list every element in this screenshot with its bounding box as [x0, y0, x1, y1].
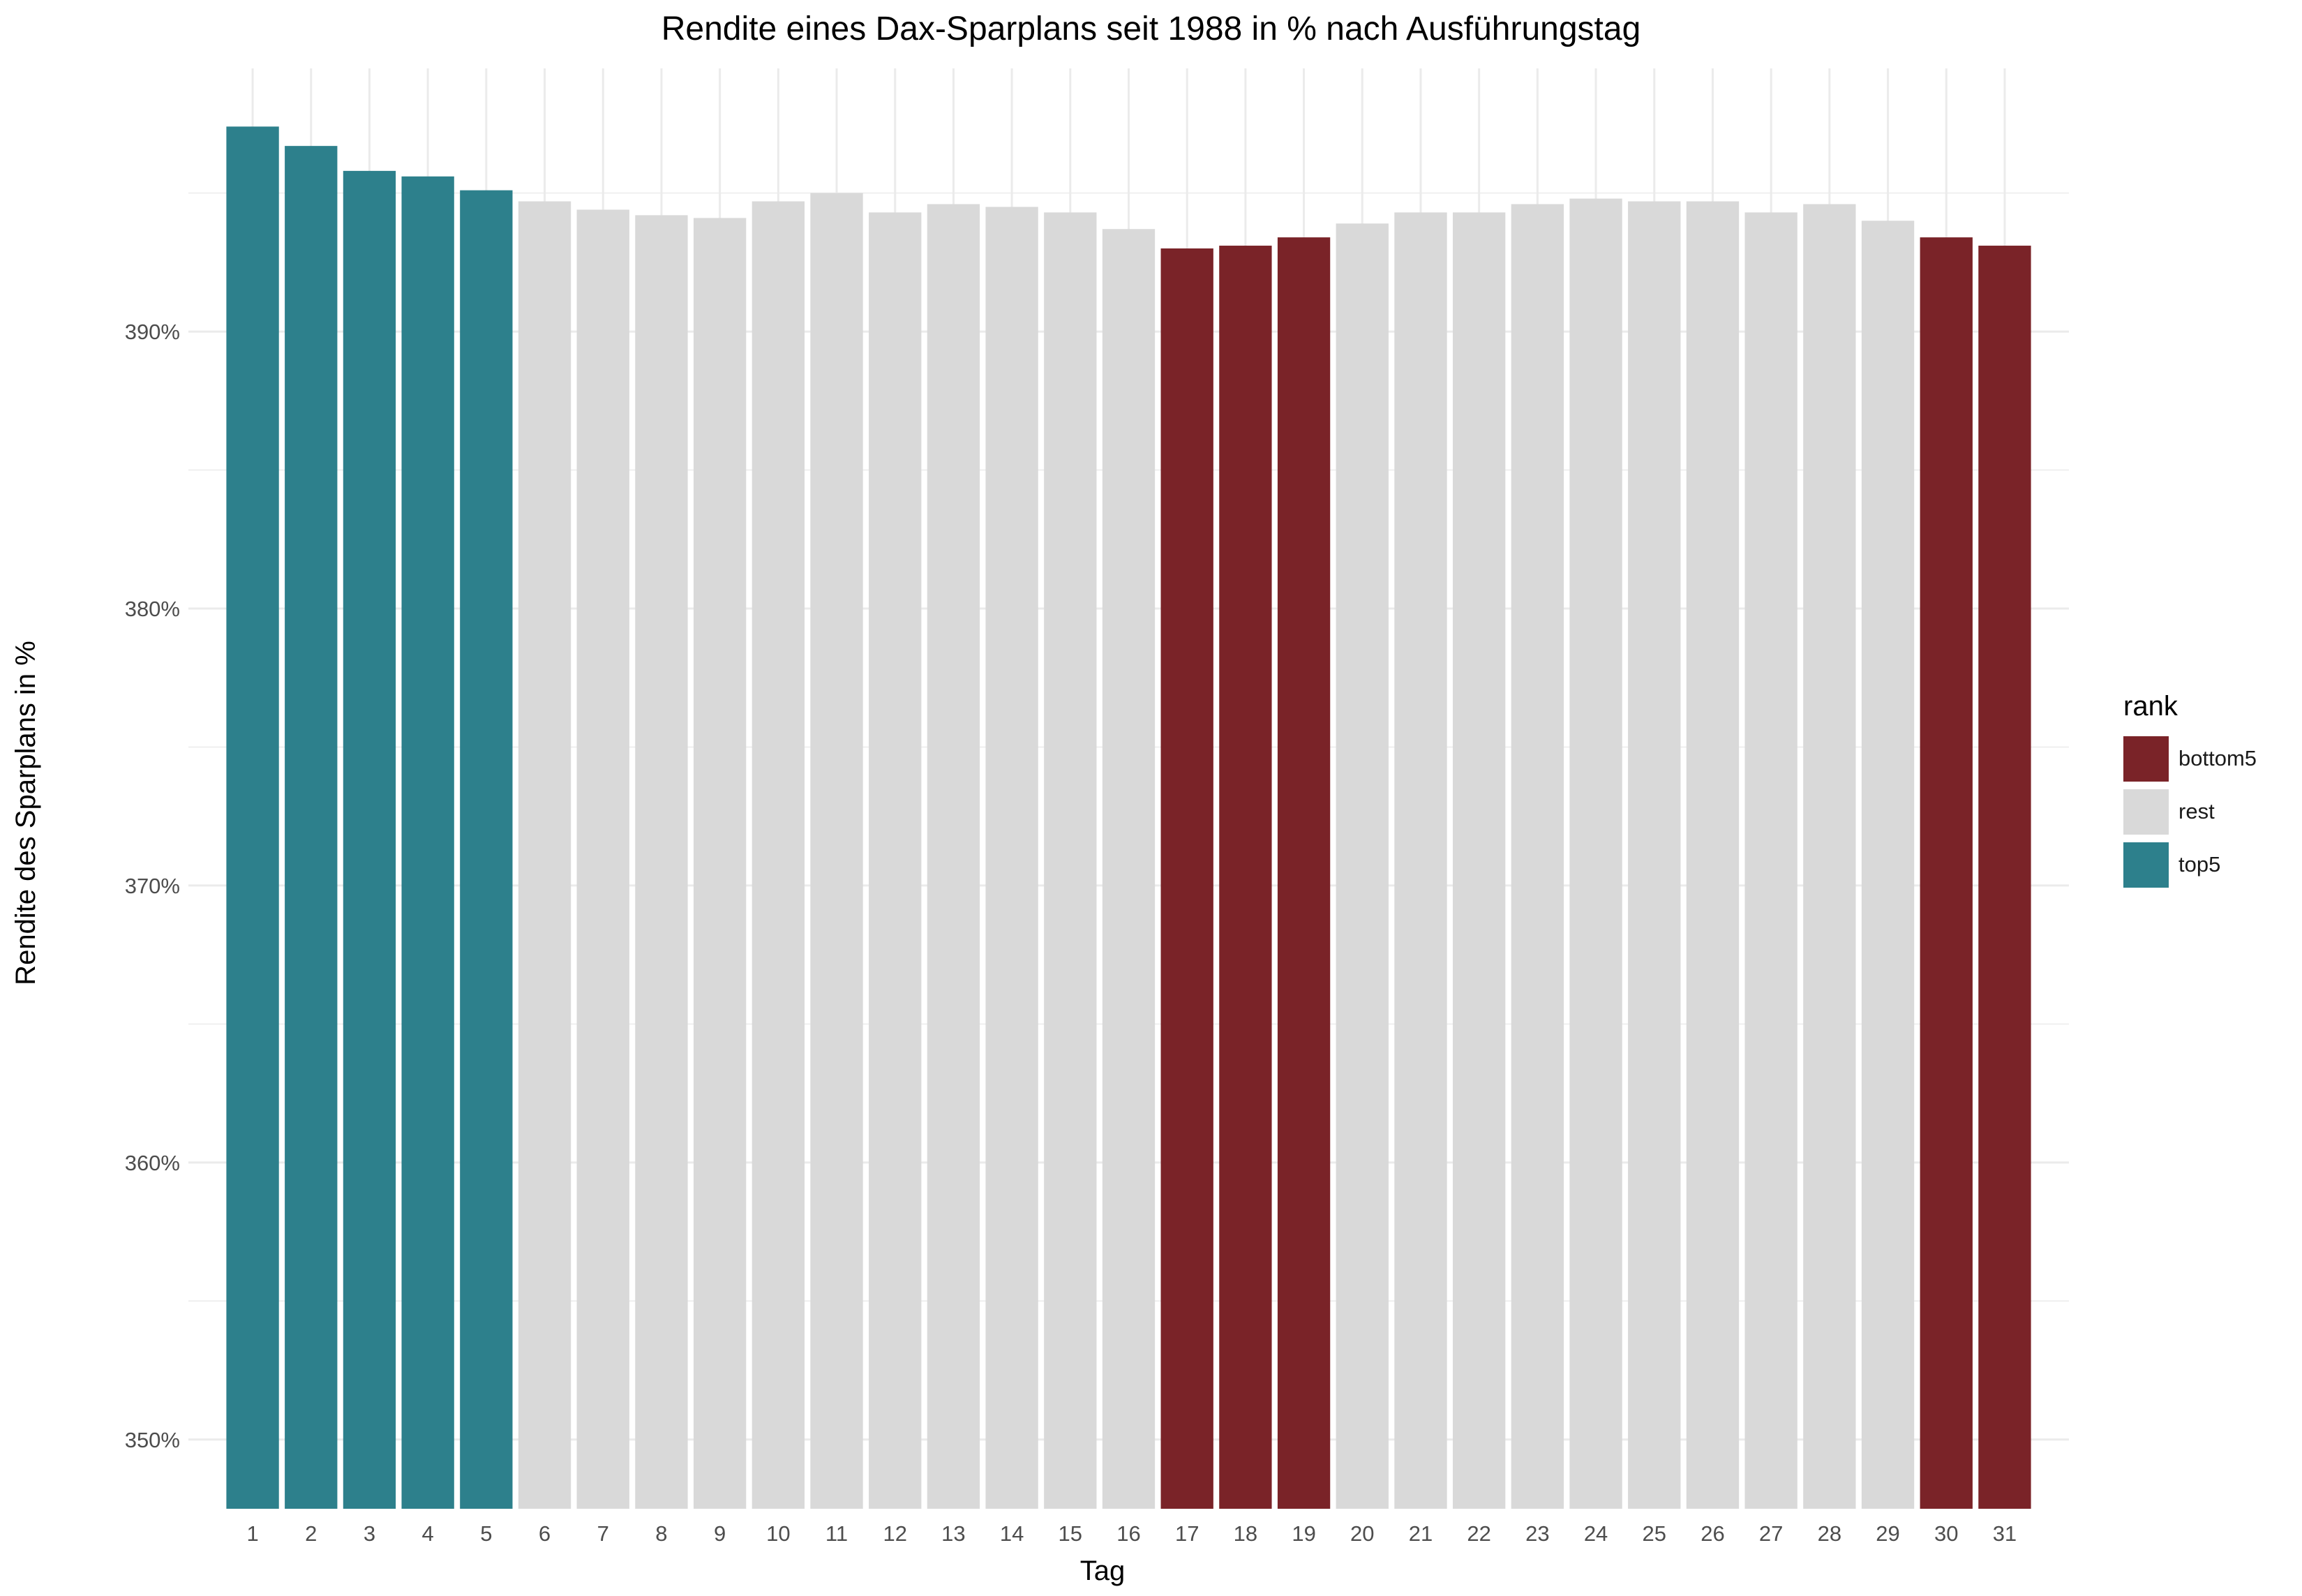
bar-18: [1219, 246, 1272, 1509]
x-tick-label: 16: [1116, 1521, 1140, 1546]
bar-8: [635, 215, 688, 1509]
y-tick-label: 360%: [125, 1151, 180, 1175]
bar-5: [460, 190, 513, 1509]
chart-title: Rendite eines Dax-Sparplans seit 1988 in…: [661, 10, 1641, 47]
x-tick-label: 6: [539, 1521, 551, 1546]
x-tick-label: 31: [1993, 1521, 2017, 1546]
legend-key-top5: [2123, 842, 2169, 888]
bar-6: [518, 201, 571, 1509]
x-tick-label: 21: [1409, 1521, 1433, 1546]
bar-17: [1160, 248, 1213, 1509]
bar-9: [693, 218, 747, 1509]
bar-7: [576, 209, 629, 1509]
x-tick-label: 10: [766, 1521, 790, 1546]
legend-label: top5: [2178, 852, 2221, 877]
x-tick-label: 5: [480, 1521, 492, 1546]
y-tick-label: 380%: [125, 597, 180, 621]
y-axis-ticks: 350% 360% 370% 380% 390%: [125, 320, 180, 1452]
bar-3: [343, 170, 396, 1509]
legend-item-bottom5: bottom5: [2123, 732, 2257, 785]
x-tick-label: 30: [1934, 1521, 1958, 1546]
bar-12: [869, 212, 922, 1509]
x-tick-label: 15: [1059, 1521, 1082, 1546]
legend-item-rest: rest: [2123, 785, 2257, 838]
legend-item-top5: top5: [2123, 838, 2257, 891]
legend-label: rest: [2178, 799, 2215, 823]
bar-25: [1628, 201, 1681, 1509]
bar-14: [985, 207, 1038, 1509]
legend-items: bottom5 rest top5: [2123, 732, 2257, 891]
bar-2: [285, 146, 338, 1509]
bars: [226, 126, 2031, 1509]
bar-16: [1102, 229, 1156, 1509]
legend: rank bottom5 rest top5: [2123, 691, 2257, 891]
x-tick-label: 1: [246, 1521, 258, 1546]
legend-label: bottom5: [2178, 746, 2257, 770]
x-axis-title: Tag: [1080, 1556, 1126, 1586]
x-tick-label: 23: [1525, 1521, 1549, 1546]
bar-31: [1978, 246, 2031, 1509]
bar-28: [1803, 204, 1856, 1509]
bar-23: [1511, 204, 1564, 1509]
x-tick-label: 19: [1292, 1521, 1315, 1546]
x-axis-ticks: 1 2 3 4 5 6 7 8 9 10 11 12 13 14 15 16 17 18 19 20 21 22 23 24 2…: [246, 1521, 2017, 1546]
y-tick-label: 390%: [125, 320, 180, 344]
x-tick-label: 22: [1467, 1521, 1490, 1546]
x-tick-label: 17: [1175, 1521, 1199, 1546]
legend-key-bottom5: [2123, 736, 2169, 782]
x-tick-label: 12: [883, 1521, 906, 1546]
x-tick-label: 13: [941, 1521, 965, 1546]
x-tick-label: 27: [1759, 1521, 1783, 1546]
y-tick-label: 370%: [125, 874, 180, 898]
x-tick-label: 28: [1818, 1521, 1841, 1546]
x-tick-label: 7: [597, 1521, 609, 1546]
bar-10: [752, 201, 805, 1509]
x-tick-label: 4: [422, 1521, 434, 1546]
x-tick-label: 25: [1643, 1521, 1666, 1546]
bar-21: [1394, 212, 1447, 1509]
y-tick-label: 350%: [125, 1428, 180, 1452]
x-tick-label: 3: [364, 1521, 375, 1546]
x-tick-label: 8: [655, 1521, 667, 1546]
bar-4: [401, 176, 454, 1509]
bar-27: [1744, 212, 1797, 1509]
x-tick-label: 14: [1000, 1521, 1024, 1546]
x-tick-label: 20: [1350, 1521, 1374, 1546]
bar-26: [1686, 201, 1740, 1509]
legend-key-rest: [2123, 789, 2169, 835]
x-tick-label: 9: [714, 1521, 726, 1546]
x-tick-label: 24: [1584, 1521, 1608, 1546]
bar-19: [1277, 237, 1331, 1509]
bar-22: [1453, 212, 1506, 1509]
bar-20: [1336, 223, 1389, 1509]
bar-15: [1044, 212, 1097, 1509]
bar-11: [810, 193, 863, 1509]
x-tick-label: 2: [305, 1521, 317, 1546]
x-tick-label: 29: [1876, 1521, 1899, 1546]
x-tick-label: 18: [1234, 1521, 1257, 1546]
x-tick-label: 11: [825, 1521, 848, 1546]
bar-13: [927, 204, 980, 1509]
bar-29: [1861, 221, 1915, 1509]
bar-30: [1920, 237, 1973, 1509]
legend-title: rank: [2123, 691, 2178, 722]
bar-24: [1569, 198, 1622, 1509]
bar-1: [226, 126, 279, 1509]
x-tick-label: 26: [1701, 1521, 1724, 1546]
y-axis-title: Rendite des Sparplans in %: [10, 641, 41, 985]
